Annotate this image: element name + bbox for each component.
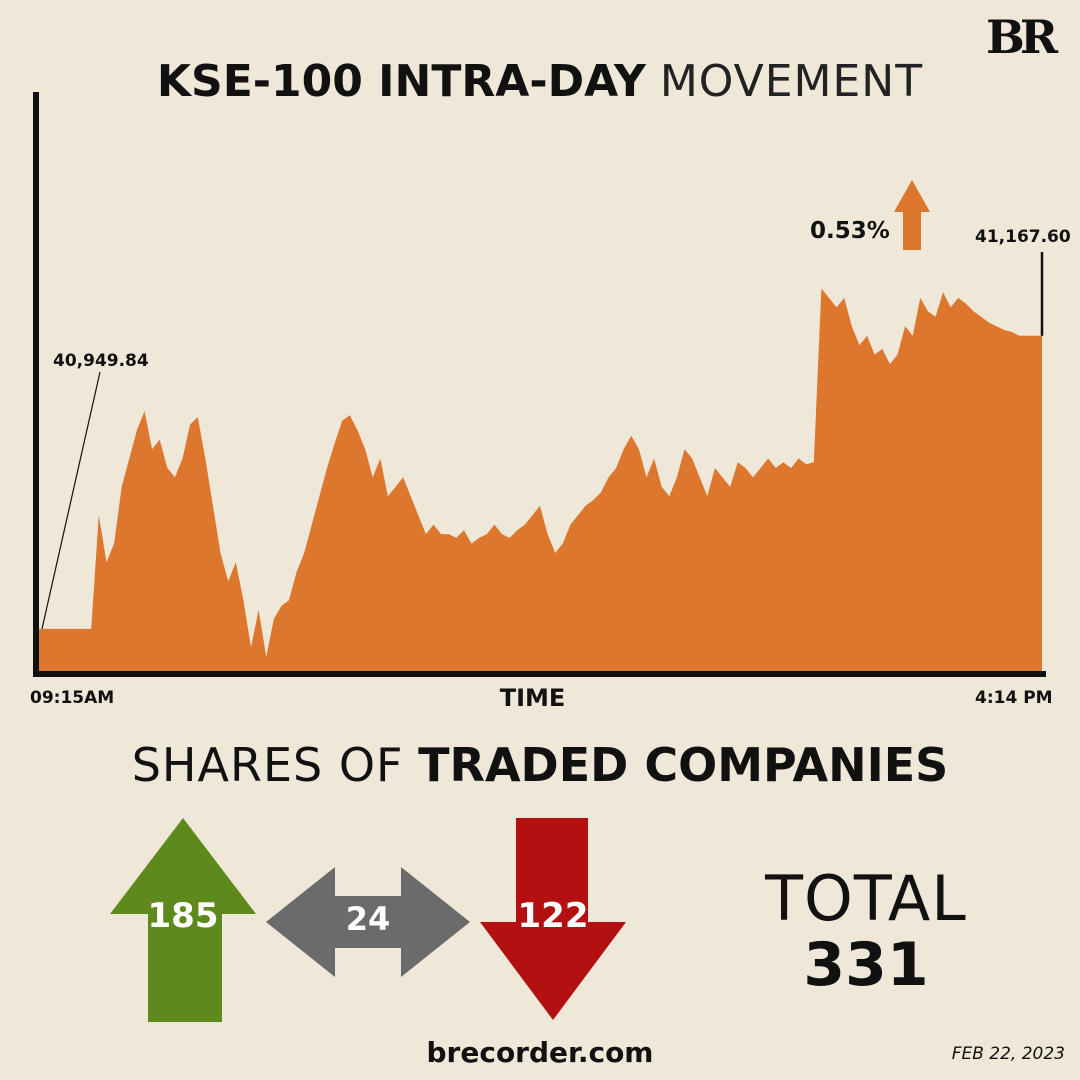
chart-title: KSE-100 INTRA-DAY MOVEMENT xyxy=(0,56,1080,108)
x-tick-end: 4:14 PM xyxy=(975,688,1053,708)
end-value-label: 41,167.60 xyxy=(975,227,1071,247)
start-value-label: 40,949.84 xyxy=(53,351,149,371)
decliners-box: 122 xyxy=(480,818,626,1020)
down-arrow-icon xyxy=(480,818,626,1020)
x-tick-start: 09:15AM xyxy=(30,688,115,708)
decliners-count: 122 xyxy=(517,896,589,936)
intraday-area xyxy=(38,288,1042,672)
unchanged-count: 24 xyxy=(345,900,391,938)
start-value-leader xyxy=(41,371,101,630)
chart-title-light: MOVEMENT xyxy=(659,56,924,107)
shares-title: SHARES OF TRADED COMPANIES xyxy=(0,738,1080,792)
chart-title-bold: KSE-100 INTRA-DAY xyxy=(156,56,646,107)
change-percent: 0.53% xyxy=(810,218,890,244)
advancers-count: 185 xyxy=(147,896,219,936)
up-arrow-icon xyxy=(110,818,256,1022)
up-arrow-icon xyxy=(894,180,930,250)
total-label: TOTAL xyxy=(765,862,967,935)
left-right-arrow-icon xyxy=(266,867,470,977)
site-url[interactable]: brecorder.com xyxy=(426,1036,654,1069)
total-value: 331 xyxy=(803,930,929,1000)
x-axis-label: TIME xyxy=(499,684,566,712)
shares-title-bold: TRADED COMPANIES xyxy=(418,738,949,792)
shares-title-light: SHARES OF xyxy=(131,738,404,792)
intraday-chart: 40,949.84 41,167.60 xyxy=(33,92,1071,677)
publish-date: FEB 22, 2023 xyxy=(951,1044,1065,1064)
brand-logo: BR xyxy=(986,10,1058,64)
advancers-box: 185 xyxy=(110,818,256,1022)
unchanged-box: 24 xyxy=(266,867,470,977)
